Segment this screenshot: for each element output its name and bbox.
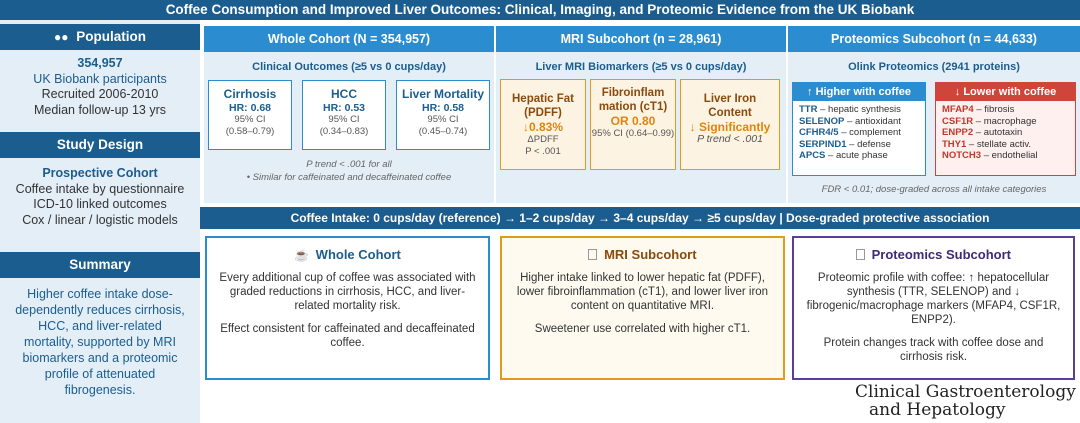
liver-mortality-name: Liver Mortality bbox=[401, 87, 485, 101]
population-count: 354,957 bbox=[77, 56, 123, 70]
hepatic-fat-card: Hepatic Fat (PDFF) ↓0.83% ΔPDFF P < .001 bbox=[500, 79, 586, 170]
list-item: MFAP4 – fibrosis bbox=[942, 104, 1015, 115]
population-line2: Recruited 2006-2010 bbox=[41, 87, 159, 101]
higher-heading: ↑ Higher with coffee bbox=[793, 83, 925, 101]
whole-summary-title: ☕ Whole Cohort bbox=[294, 247, 401, 263]
cirrhosis-card: Cirrhosis HR: 0.68 95% CI (0.58–0.79) bbox=[208, 80, 292, 150]
page-title: Coffee Consumption and Improved Liver Ou… bbox=[0, 0, 1080, 20]
mri-summary: MRI Subcohort Higher intake linked to lo… bbox=[500, 236, 785, 380]
coffee-intake-bar: Coffee Intake: 0 cups/day (reference) → … bbox=[200, 207, 1080, 229]
higher-list: TTR – hepatic synthesis SELENOP – antiox… bbox=[793, 101, 925, 165]
mri-summary-p2: Sweetener use correlated with higher cT1… bbox=[534, 323, 751, 335]
mri-header: MRI Subcohort (n = 28,961) bbox=[496, 26, 786, 52]
clinical-outcomes-title: Clinical Outcomes (≥5 vs 0 cups/day) bbox=[252, 61, 446, 73]
hepatic-fat-l2: P < .001 bbox=[525, 145, 561, 157]
lower-heading: ↓ Lower with coffee bbox=[936, 83, 1075, 101]
mri-summary-p1: Higher intake linked to lower hepatic fa… bbox=[516, 272, 769, 312]
list-item: NOTCH3 – endothelial bbox=[942, 150, 1038, 161]
coffee-cup-icon: ☕ bbox=[294, 248, 310, 262]
liver-iron-value: ↓ Significantly bbox=[689, 120, 771, 134]
summary-text: Higher coffee intake dose-dependently re… bbox=[15, 287, 185, 397]
liver-iron-card: Liver Iron Content ↓ Significantly P tre… bbox=[680, 79, 780, 170]
whole-summary-p1: Every additional cup of coffee was assoc… bbox=[219, 272, 476, 312]
journal-logo: Clinical Gastroenterology and Hepatology bbox=[855, 383, 1077, 419]
liver-mortality-hr: HR: 0.58 bbox=[421, 102, 464, 114]
population-heading: ●● Population bbox=[0, 24, 200, 50]
list-item: ENPP2 – autotaxin bbox=[942, 127, 1023, 138]
liver-iron-p: P trend < .001 bbox=[697, 133, 763, 145]
mri-summary-title: MRI Subcohort bbox=[514, 248, 771, 262]
higher-with-coffee-box: ↑ Higher with coffee TTR – hepatic synth… bbox=[792, 82, 926, 176]
cirrhosis-ci: (0.58–0.79) bbox=[225, 126, 275, 137]
hcc-hr: HR: 0.53 bbox=[322, 102, 365, 114]
liver-mortality-ci-label: 95% CI bbox=[427, 114, 459, 125]
hepatic-fat-value: ↓0.83% bbox=[522, 120, 564, 134]
whole-cohort-header: Whole Cohort (N = 354,957) bbox=[204, 26, 494, 52]
design-subhead: Prospective Cohort bbox=[42, 166, 158, 180]
lower-list: MFAP4 – fibrosis CSF1R – macrophage ENPP… bbox=[936, 101, 1075, 165]
fibroinflammation-card: Fibroinflam mation (cT1) OR 0.80 95% CI … bbox=[590, 79, 676, 170]
proteomics-summary: Proteomics Subcohort Proteomic profile w… bbox=[792, 236, 1075, 380]
prot-summary-title: Proteomics Subcohort bbox=[806, 248, 1061, 262]
list-item: CFHR4/5 – complement bbox=[799, 127, 901, 138]
mri-scan-icon bbox=[588, 249, 598, 260]
journal-line1: Clinical Gastroenterology bbox=[855, 382, 1076, 402]
hcc-card: HCC HR: 0.53 95% CI (0.34–0.83) bbox=[302, 80, 386, 150]
list-item: CSF1R – macrophage bbox=[942, 115, 1037, 127]
list-item: APCS – acute phase bbox=[799, 150, 888, 161]
proteomics-header: Proteomics Subcohort (n = 44,633) bbox=[788, 26, 1080, 52]
design-line1: Coffee intake by questionnaire bbox=[15, 181, 185, 196]
design-line2: ICD-10 linked outcomes bbox=[33, 197, 167, 211]
fibroinflammation-ci: 95% CI (0.64–0.99) bbox=[591, 128, 675, 139]
liver-mortality-card: Liver Mortality HR: 0.58 95% CI (0.45–0.… bbox=[396, 80, 490, 150]
population-line3: Median follow-up 13 yrs bbox=[33, 102, 166, 117]
fibroinflammation-value: OR 0.80 bbox=[610, 114, 656, 128]
whole-cohort-summary: ☕ Whole Cohort Every additional cup of c… bbox=[205, 236, 490, 380]
cirrhosis-hr: HR: 0.68 bbox=[228, 102, 271, 114]
hcc-name: HCC bbox=[331, 87, 357, 101]
hcc-ci: (0.34–0.83) bbox=[319, 126, 369, 137]
prot-summary-p1: Proteomic profile with coffee: ↑ hepatoc… bbox=[806, 272, 1061, 326]
cirrhosis-name: Cirrhosis bbox=[223, 87, 277, 101]
people-icon: ●● bbox=[53, 30, 69, 44]
hepatic-fat-l1: ΔPDFF bbox=[527, 134, 559, 145]
list-item: TTR – hepatic synthesis bbox=[799, 104, 901, 115]
fibroinflammation-name: Fibroinflam mation (cT1) bbox=[598, 87, 668, 113]
liver-iron-name: Liver Iron Content bbox=[703, 93, 757, 119]
design-body: Prospective Cohort Coffee intake by ques… bbox=[4, 166, 196, 228]
whole-summary-p2: Effect consistent for caffeinated and de… bbox=[220, 323, 475, 349]
population-body: 354,957 UK Biobank participants Recruite… bbox=[4, 56, 196, 118]
summary-heading: Summary bbox=[0, 252, 200, 278]
hcc-ci-label: 95% CI bbox=[328, 114, 360, 125]
sidebar: ●● Population 354,957 UK Biobank partici… bbox=[0, 20, 200, 423]
list-item: THY1 – stellate activ. bbox=[942, 138, 1032, 150]
list-item: SELENOP – antioxidant bbox=[799, 115, 901, 127]
caffeine-note: • Similar for caffeinated and decaffeina… bbox=[246, 172, 452, 183]
p-trend-note: P trend < .001 for all bbox=[306, 159, 392, 170]
lower-with-coffee-box: ↓ Lower with coffee MFAP4 – fibrosis CSF… bbox=[935, 82, 1076, 176]
protein-icon bbox=[855, 249, 865, 260]
list-item: SERPIND1 – defense bbox=[799, 138, 891, 150]
population-line1: UK Biobank participants bbox=[33, 71, 167, 86]
hepatic-fat-name: Hepatic Fat (PDFF) bbox=[512, 93, 574, 119]
liver-mortality-ci: (0.45–0.74) bbox=[418, 126, 468, 137]
mri-biomarkers-title: Liver MRI Biomarkers (≥5 vs 0 cups/day) bbox=[535, 61, 747, 73]
design-line3: Cox / linear / logistic models bbox=[22, 212, 178, 227]
prot-summary-p2: Protein changes track with coffee dose a… bbox=[823, 337, 1044, 363]
cirrhosis-ci-label: 95% CI bbox=[234, 114, 266, 125]
journal-line2: and Hepatology bbox=[869, 400, 1006, 420]
design-heading: Study Design bbox=[0, 132, 200, 158]
fdr-note: FDR < 0.01; dose-graded across all intak… bbox=[821, 184, 1047, 195]
olink-title: Olink Proteomics (2941 proteins) bbox=[848, 61, 1020, 73]
